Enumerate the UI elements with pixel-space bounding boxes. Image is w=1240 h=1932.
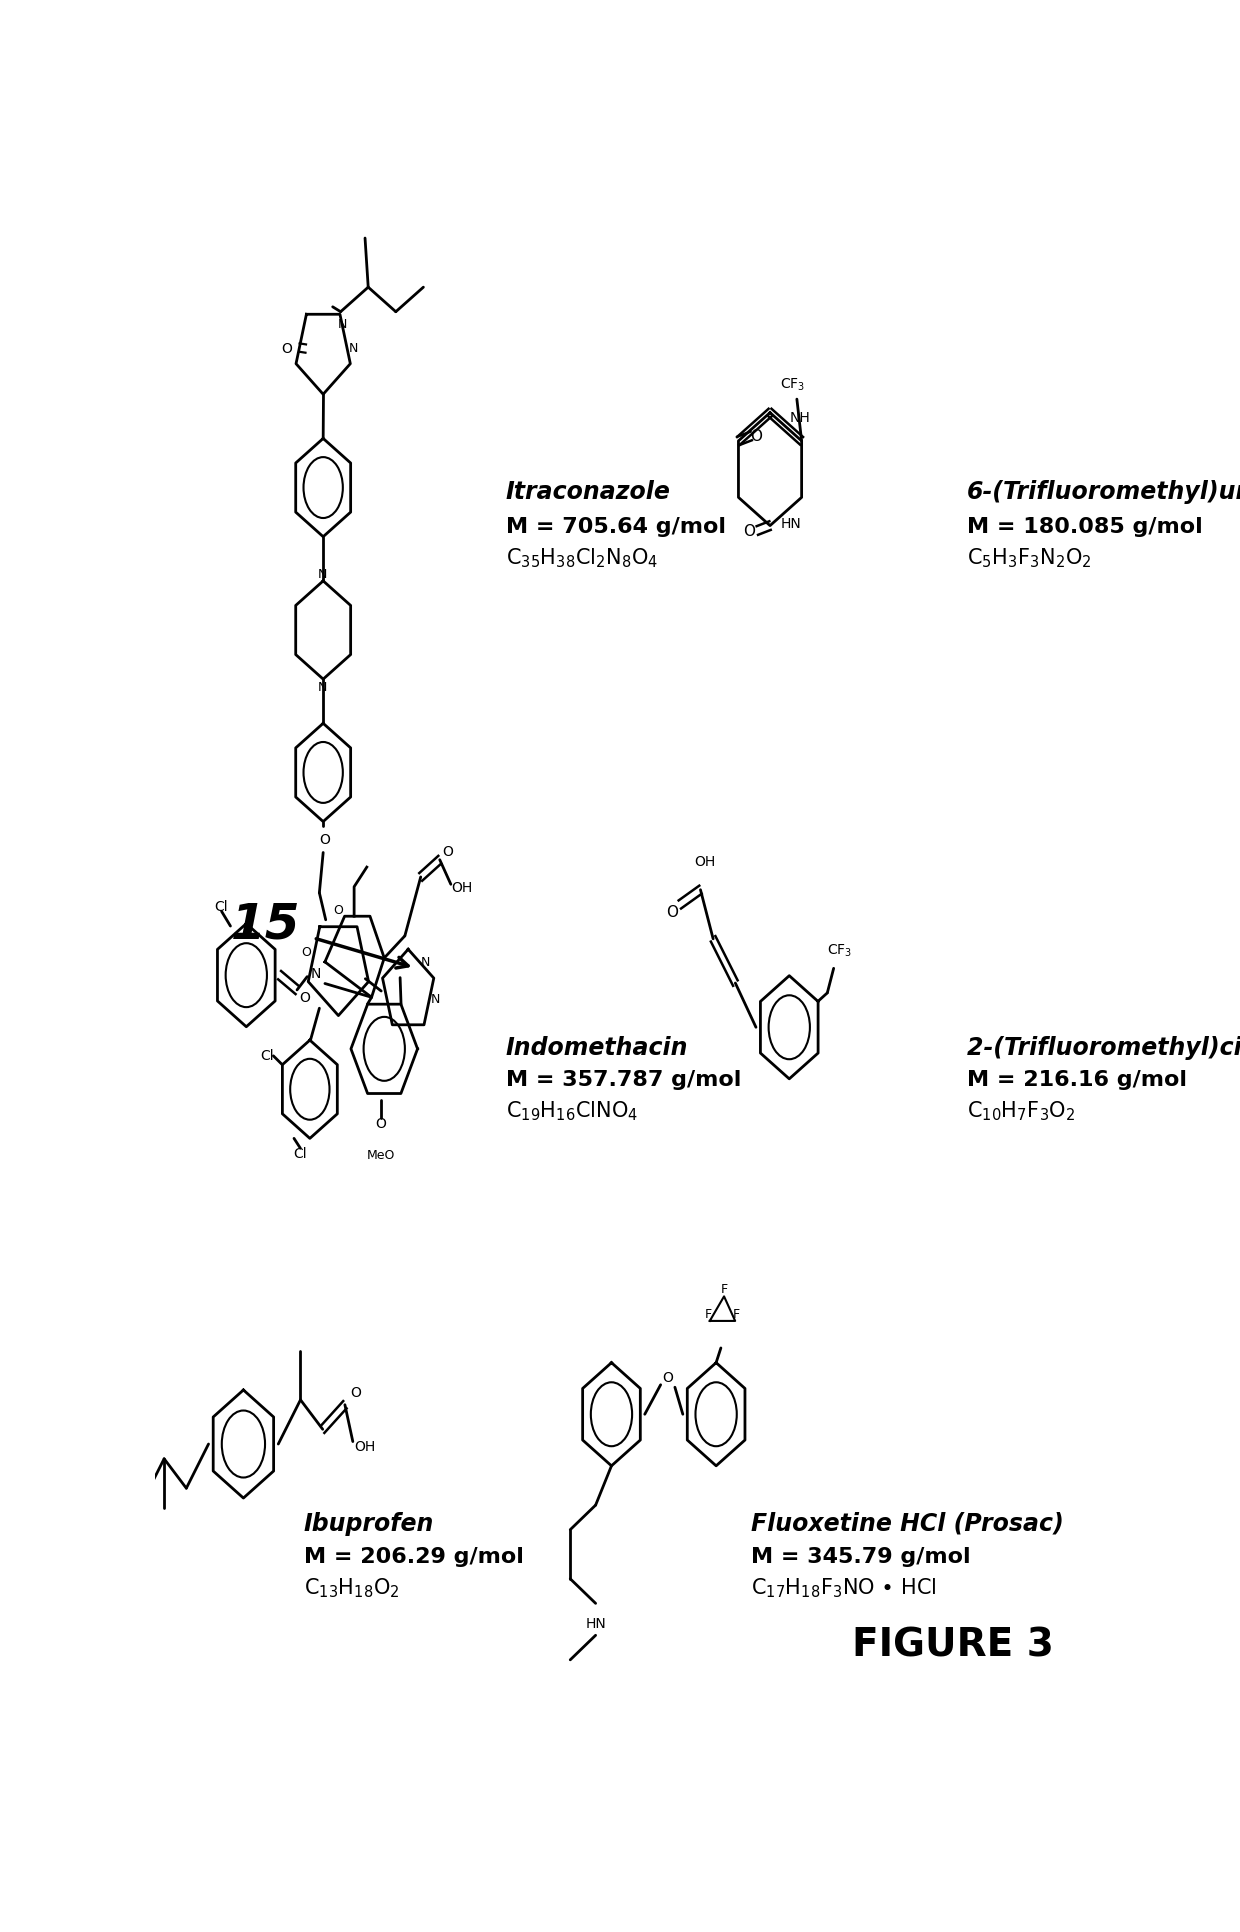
Text: M = 357.787 g/mol: M = 357.787 g/mol [506,1070,742,1090]
Text: NH: NH [790,412,811,425]
Text: M = 705.64 g/mol: M = 705.64 g/mol [506,516,725,537]
Text: C$_{10}$H$_{7}$F$_{3}$O$_{2}$: C$_{10}$H$_{7}$F$_{3}$O$_{2}$ [967,1099,1075,1122]
Text: C$_{5}$H$_{3}$F$_{3}$N$_{2}$O$_{2}$: C$_{5}$H$_{3}$F$_{3}$N$_{2}$O$_{2}$ [967,547,1092,570]
Text: Fluoxetine HCl (Prosac): Fluoxetine HCl (Prosac) [751,1511,1064,1536]
Text: OH: OH [355,1439,376,1453]
Text: M = 180.085 g/mol: M = 180.085 g/mol [967,516,1203,537]
Text: O: O [744,524,755,539]
Text: FIGURE 3: FIGURE 3 [852,1627,1054,1663]
Text: Cl: Cl [260,1049,274,1063]
Text: F: F [704,1308,712,1320]
Text: Itraconazole: Itraconazole [506,481,671,504]
Text: Indomethacin: Indomethacin [506,1036,688,1059]
Text: HN: HN [781,516,802,531]
Text: C$_{17}$H$_{18}$F$_{3}$NO $\bullet$ HCl: C$_{17}$H$_{18}$F$_{3}$NO $\bullet$ HCl [751,1575,936,1600]
Text: Cl: Cl [294,1146,308,1161]
Text: N: N [430,993,440,1005]
Text: MeO: MeO [367,1148,396,1161]
Text: O: O [332,904,342,918]
Text: OH: OH [451,881,472,895]
Text: 15: 15 [231,900,300,947]
Text: CF$_3$: CF$_3$ [780,377,805,392]
Text: N: N [317,680,327,694]
Text: OH: OH [694,854,715,867]
Text: O: O [443,844,453,860]
Text: M = 206.29 g/mol: M = 206.29 g/mol [304,1546,523,1565]
Text: N: N [317,568,327,582]
Text: F: F [720,1283,728,1296]
Text: O: O [320,833,330,846]
Text: O: O [666,904,678,920]
Text: O: O [301,947,311,958]
Text: O: O [281,342,293,355]
Text: 2-(Trifluoromethyl)cinnamic acid: 2-(Trifluoromethyl)cinnamic acid [967,1036,1240,1059]
Text: C$_{13}$H$_{18}$O$_{2}$: C$_{13}$H$_{18}$O$_{2}$ [304,1575,399,1600]
Text: C$_{19}$H$_{16}$ClNO$_{4}$: C$_{19}$H$_{16}$ClNO$_{4}$ [506,1099,637,1122]
Text: O: O [351,1385,361,1399]
Text: HN: HN [585,1617,606,1631]
Text: N: N [420,956,430,968]
Text: O: O [750,429,761,444]
Text: M = 345.79 g/mol: M = 345.79 g/mol [751,1546,971,1565]
Text: N: N [348,342,358,355]
Text: O: O [376,1117,387,1130]
Text: CF$_3$: CF$_3$ [827,943,853,958]
Text: 6-(Trifluoromethyl)uracil: 6-(Trifluoromethyl)uracil [967,481,1240,504]
Text: M = 216.16 g/mol: M = 216.16 g/mol [967,1070,1187,1090]
Text: N: N [311,966,321,980]
Text: F: F [733,1308,740,1320]
Text: N: N [339,317,347,330]
Text: Cl: Cl [215,900,228,914]
Text: Ibuprofen: Ibuprofen [304,1511,434,1536]
Text: O: O [300,991,310,1005]
Text: C$_{35}$H$_{38}$Cl$_{2}$N$_{8}$O$_{4}$: C$_{35}$H$_{38}$Cl$_{2}$N$_{8}$O$_{4}$ [506,547,658,570]
Text: O: O [662,1370,673,1385]
